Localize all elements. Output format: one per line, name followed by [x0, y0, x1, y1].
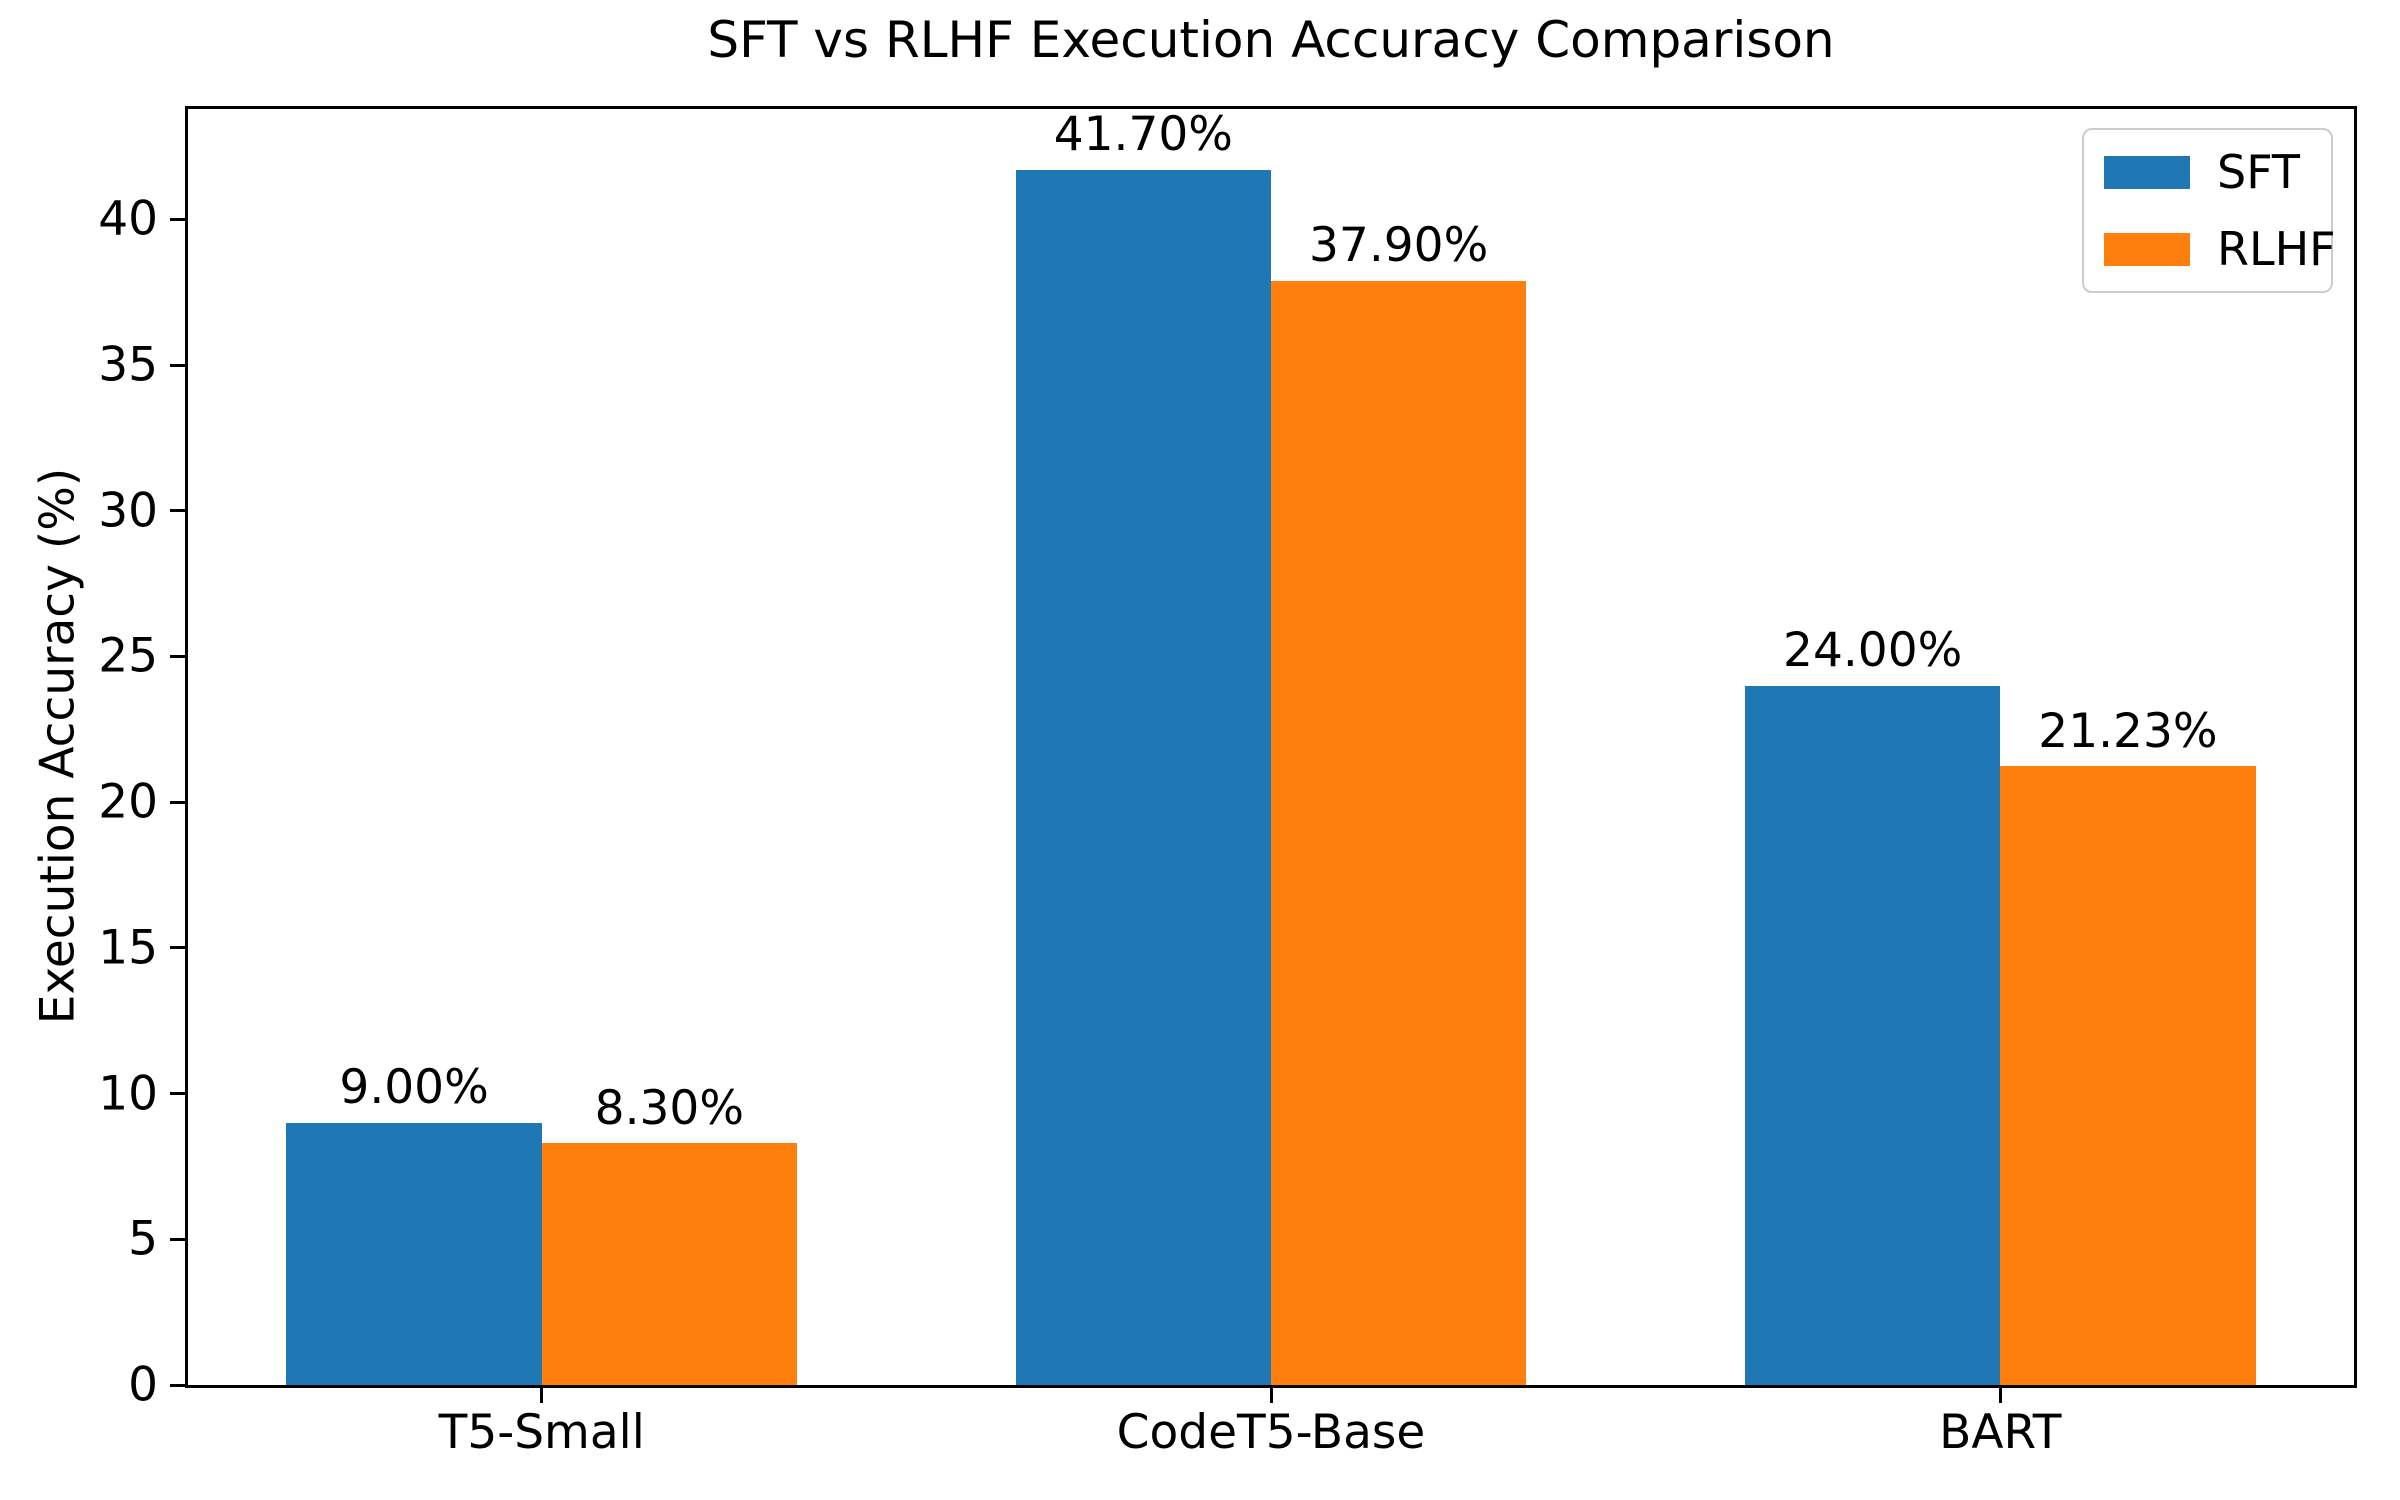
y-tick-mark [170, 1237, 185, 1241]
y-tick-label: 25 [98, 628, 158, 684]
y-tick-label: 5 [128, 1211, 158, 1267]
x-tick-label-codet5-base: CodeT5-Base [1116, 1405, 1426, 1460]
y-tick-label: 20 [98, 774, 158, 830]
legend-swatch-rlhf-icon [2104, 232, 2190, 266]
y-tick-mark [170, 654, 185, 658]
legend-label-sft: SFT [2217, 145, 2300, 199]
value-label-sft-t5-small: 9.00% [339, 1060, 489, 1116]
y-tick-mark [170, 363, 185, 367]
bar-sft-codet5-base [1015, 169, 1271, 1385]
legend-label-rlhf: RLHF [2217, 222, 2336, 276]
value-label-sft-codet5-base: 41.70% [1053, 107, 1233, 163]
x-tick-label-bart: BART [1939, 1405, 2062, 1460]
y-tick-mark [170, 1092, 185, 1096]
legend-item-rlhf: RLHF [2104, 226, 2336, 272]
y-tick-label: 15 [98, 920, 158, 976]
bar-rlhf-codet5-base [1271, 280, 1527, 1385]
y-tick-mark [170, 946, 185, 950]
bar-rlhf-t5-small [541, 1143, 797, 1385]
value-label-rlhf-t5-small: 8.30% [594, 1080, 744, 1136]
bar-sft-bart [1745, 685, 2001, 1385]
value-label-sft-bart: 24.00% [1783, 623, 1963, 679]
y-tick-mark [170, 800, 185, 804]
value-label-rlhf-codet5-base: 37.90% [1309, 218, 1489, 274]
y-tick-label: 40 [98, 191, 158, 247]
y-tick-label: 0 [128, 1357, 158, 1413]
bar-sft-t5-small [286, 1122, 542, 1385]
chart-title: SFT vs RLHF Execution Accuracy Compariso… [707, 11, 1835, 69]
x-tick-mark [1269, 1388, 1273, 1403]
y-tick-mark [170, 1383, 185, 1387]
bar-rlhf-bart [2000, 766, 2256, 1385]
y-tick-label: 10 [98, 1066, 158, 1122]
y-axis-label: Execution Accuracy (%) [30, 467, 86, 1025]
x-tick-mark [1998, 1388, 2002, 1403]
y-tick-mark [170, 217, 185, 221]
x-tick-label-t5-small: T5-Small [438, 1405, 645, 1460]
x-tick-mark [540, 1388, 544, 1403]
value-label-rlhf-bart: 21.23% [2038, 703, 2218, 759]
legend: SFT RLHF [2082, 128, 2336, 293]
y-tick-label: 35 [98, 337, 158, 393]
plot-area: 0 5 10 15 20 25 30 35 40 T5-Small CodeT5-Base BART 9… [98, 106, 2357, 1458]
legend-swatch-sft-icon [2104, 155, 2190, 189]
y-tick-label: 30 [98, 483, 158, 539]
legend-item-sft: SFT [2104, 149, 2311, 195]
y-tick-mark [170, 509, 185, 513]
